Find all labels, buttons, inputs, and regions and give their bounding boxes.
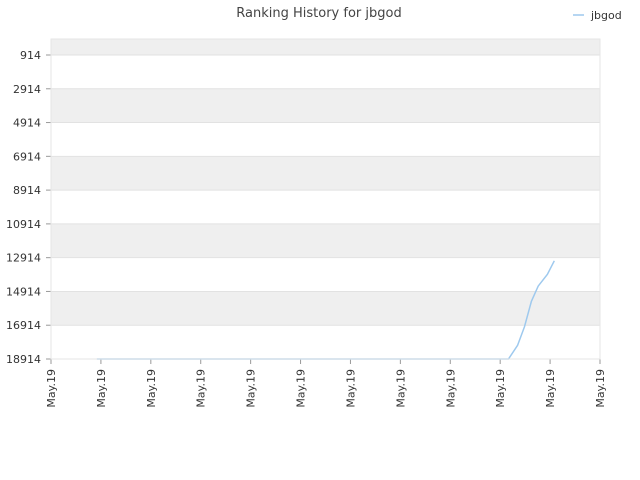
x-axis-ticks: May.19 May.19 May.19 May.19 May.19 May.19 May.… — [45, 359, 607, 408]
x-tick-label: May.19 — [544, 369, 557, 408]
grid-band — [51, 156, 600, 191]
y-tick-label: 8914 — [13, 184, 41, 197]
x-tick-label: May.19 — [195, 369, 208, 408]
grid-band — [51, 39, 600, 55]
grid-band — [51, 190, 600, 224]
y-tick-label: 4914 — [13, 117, 41, 130]
grid-band — [51, 88, 600, 123]
grid-band — [51, 55, 600, 89]
x-tick-label: May.19 — [594, 369, 607, 408]
legend: jbgod — [573, 9, 622, 22]
chart-title: Ranking History for jbgod — [236, 6, 401, 21]
x-tick-label: May.19 — [494, 369, 507, 408]
y-tick-label: 12914 — [6, 252, 41, 265]
grid-bands — [51, 39, 600, 359]
x-tick-label: May.19 — [444, 369, 457, 408]
grid-band — [51, 122, 600, 157]
y-tick-label: 18914 — [6, 353, 41, 366]
x-tick-label: May.19 — [95, 369, 108, 408]
grid-band — [51, 223, 600, 258]
plot-border — [50, 38, 601, 360]
y-tick-label: 14914 — [6, 285, 41, 298]
x-tick-label: May.19 — [344, 369, 357, 408]
x-tick-label: May.19 — [394, 369, 407, 408]
y-tick-label: 10914 — [6, 218, 41, 231]
x-tick-label: May.19 — [145, 369, 158, 408]
y-tick-label: 914 — [20, 49, 41, 62]
x-tick-label: May.19 — [295, 369, 308, 408]
y-tick-label: 16914 — [6, 319, 41, 332]
grid-band — [51, 325, 600, 359]
x-tick-label: May.19 — [45, 369, 58, 408]
y-tick-label: 6914 — [13, 150, 41, 163]
y-tick-label: 2914 — [13, 83, 41, 96]
grid-band — [51, 257, 600, 292]
x-tick-label: May.19 — [245, 369, 258, 408]
grid-band — [51, 291, 600, 326]
y-axis-ticks: 914 2914 4914 6914 8914 10914 12914 14914 16914 1… — [6, 49, 51, 366]
legend-label-jbgod: jbgod — [590, 9, 622, 22]
